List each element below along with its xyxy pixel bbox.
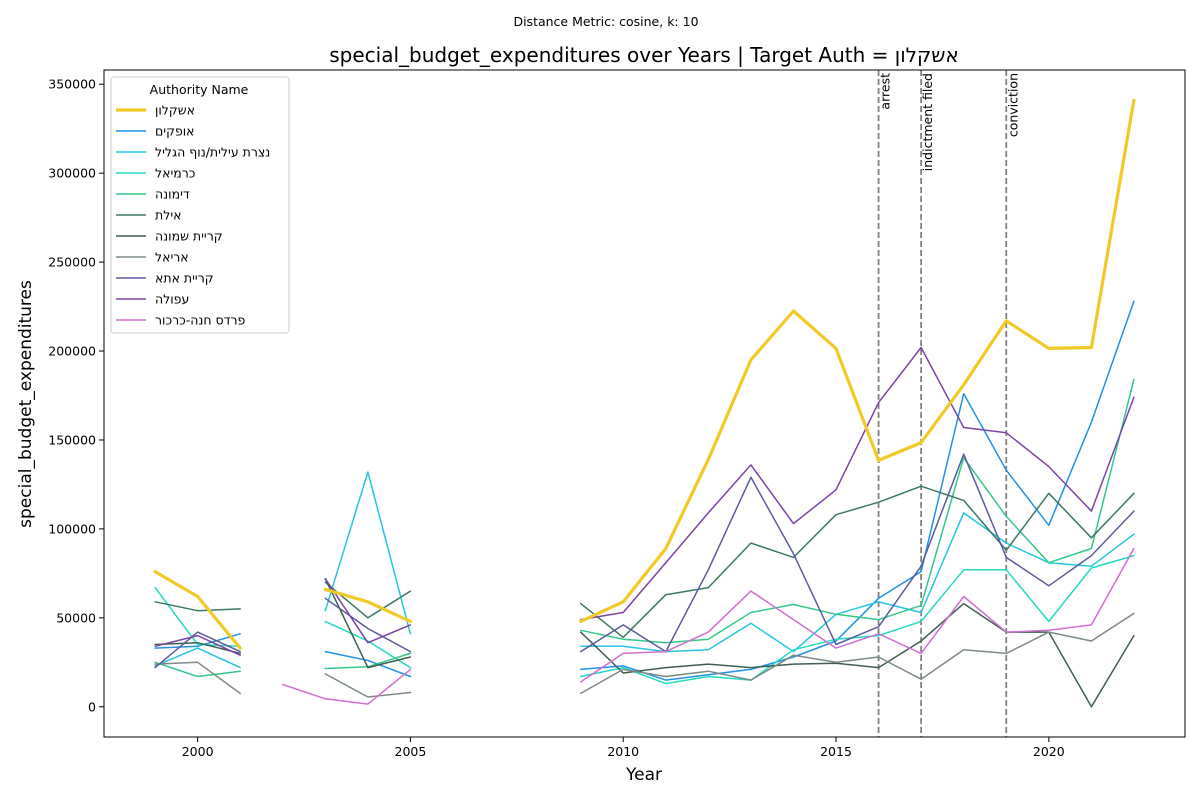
y-tick-label: 250000	[48, 255, 96, 270]
legend-title: Authority Name	[150, 82, 249, 97]
x-axis: 2000 2005 2010 2015 2020	[182, 737, 1065, 759]
series-line	[154, 471, 1135, 669]
legend-label: קריית אתא	[155, 271, 214, 286]
series-line	[154, 612, 1135, 698]
x-tick-label: 2015	[820, 744, 852, 759]
x-tick-label: 2020	[1033, 744, 1065, 759]
series-line	[281, 547, 1135, 705]
legend-items: אשקלון אופקים נצרת עילית/נוף הגליל כרמיאל די…	[116, 103, 270, 328]
series-line	[153, 98, 1136, 650]
series-line	[154, 577, 1135, 708]
legend-box	[110, 76, 290, 334]
legend-label: אשקלון	[155, 103, 195, 118]
legend-label: אריאל	[155, 250, 189, 265]
event-label: arrest	[878, 73, 893, 110]
legend-label: אופקים	[155, 124, 195, 139]
legend: Authority Name אשקלון אופקים נצרת עילית/נו…	[110, 76, 290, 334]
y-tick-label: 150000	[48, 432, 96, 447]
legend-label: עפולה	[155, 292, 189, 307]
y-tick-label: 350000	[48, 77, 96, 92]
y-tick-label: 200000	[48, 344, 96, 359]
event-label: conviction	[1005, 73, 1020, 137]
x-axis-label: Year	[625, 765, 662, 785]
y-tick-label: 0	[88, 699, 96, 714]
y-axis: 0 50000 100000 150000 200000 250000 300000 3500…	[48, 77, 104, 714]
chart-title: special_budget_expenditures over Years |…	[329, 43, 959, 67]
plot-area: arrest indictment filed conviction	[153, 70, 1136, 737]
legend-label: דימונה	[155, 187, 190, 202]
axes-frame	[103, 69, 1186, 738]
legend-label: פרדס חנה-כרכור	[155, 313, 246, 328]
series-line	[154, 453, 1135, 669]
x-tick-label: 2010	[607, 744, 639, 759]
legend-label: כרמיאל	[155, 166, 195, 181]
legend-label: נצרת עילית/נוף הגליל	[155, 145, 270, 160]
x-tick-label: 2005	[395, 744, 427, 759]
y-tick-label: 50000	[56, 610, 96, 625]
event-label: indictment filed	[920, 73, 935, 171]
chart-suptitle: Distance Metric: cosine, k: 10	[513, 14, 698, 29]
series-line	[154, 346, 1135, 656]
series-line	[154, 300, 1135, 681]
y-tick-label: 100000	[48, 521, 96, 536]
legend-label: קריית שמונה	[155, 229, 223, 244]
legend-label: אילת	[155, 208, 181, 223]
y-tick-label: 300000	[48, 166, 96, 181]
y-axis-label: special_budget_expenditures	[16, 280, 36, 528]
x-tick-label: 2000	[182, 744, 214, 759]
